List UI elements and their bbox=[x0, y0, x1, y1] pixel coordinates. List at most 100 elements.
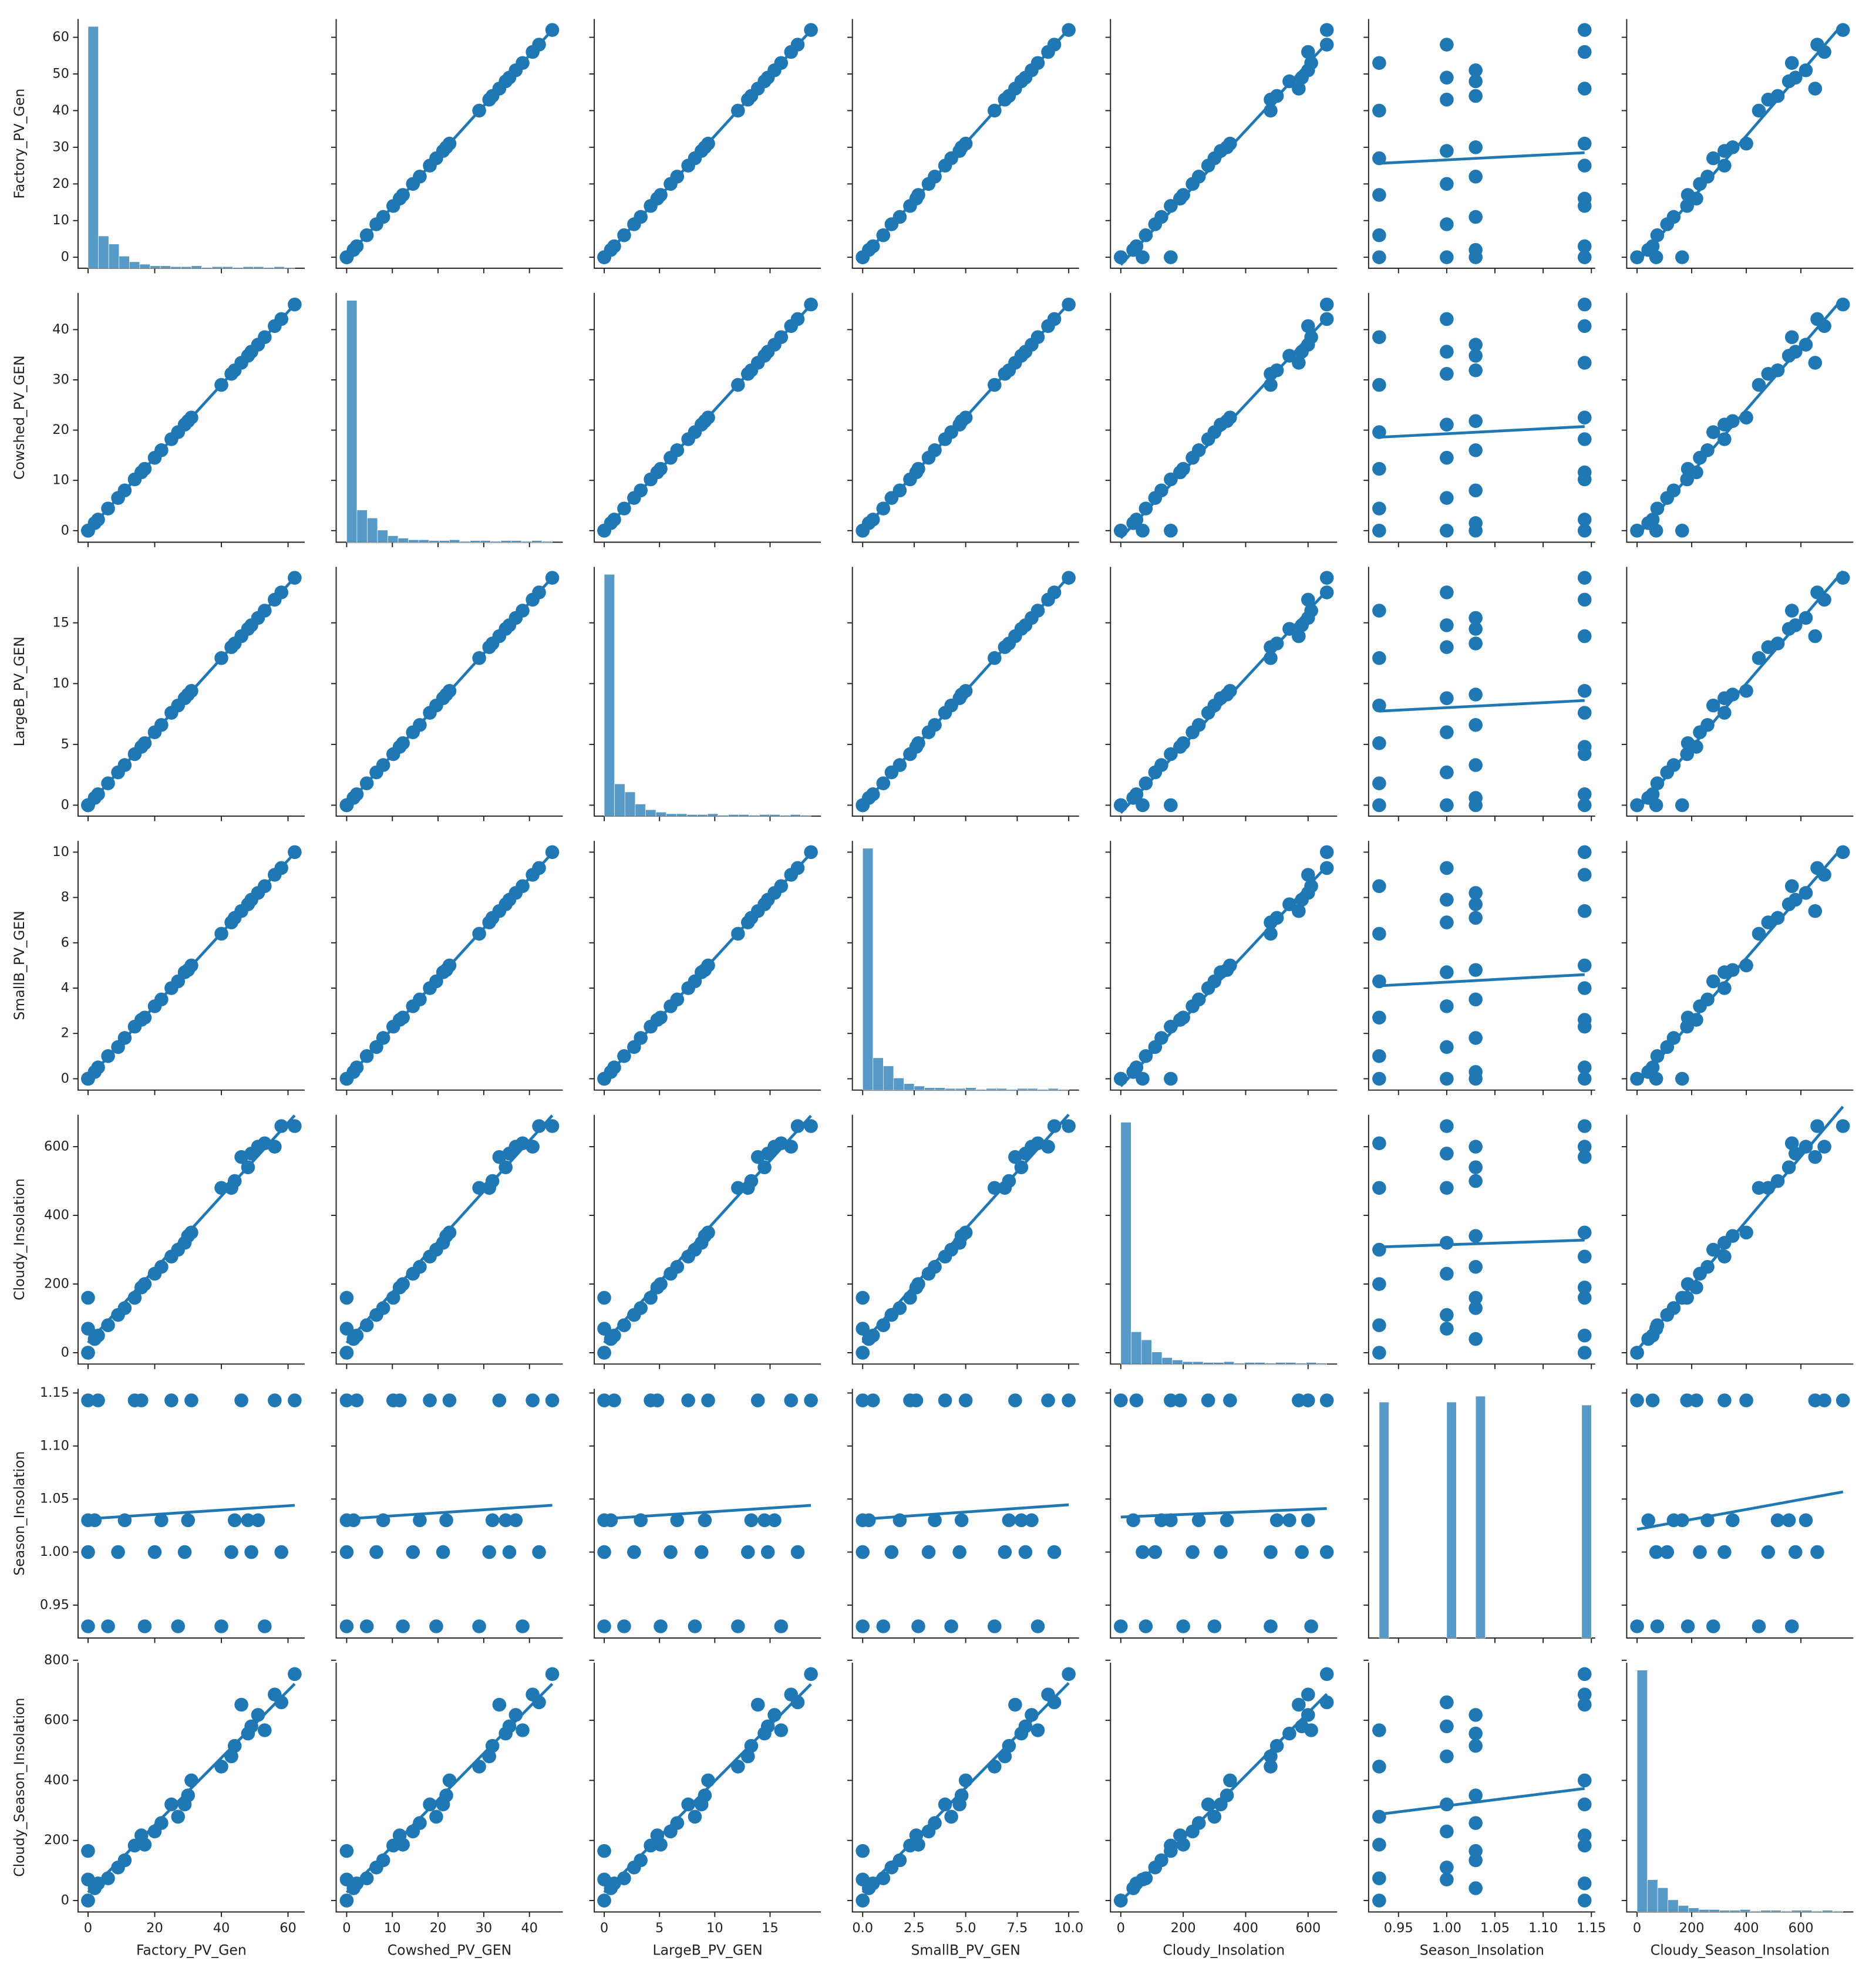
scatter-point bbox=[1372, 879, 1386, 894]
scatter-point bbox=[1798, 338, 1813, 352]
scatter-point bbox=[1440, 1071, 1454, 1086]
y-tick-label: 200 bbox=[44, 1276, 69, 1292]
regression-line bbox=[1120, 865, 1328, 1087]
scatter-point bbox=[1784, 1619, 1799, 1633]
histogram-bar bbox=[1636, 1670, 1648, 1912]
scatter-point bbox=[1689, 740, 1703, 754]
scatter-point bbox=[1469, 1229, 1483, 1243]
axis-spine bbox=[594, 1389, 821, 1639]
y-tick-label: 1.10 bbox=[40, 1438, 69, 1453]
scatter-point bbox=[681, 1393, 695, 1407]
histogram-bar bbox=[1193, 1361, 1204, 1364]
y-tick-label: 20 bbox=[52, 422, 69, 437]
scatter-point bbox=[998, 1545, 1012, 1559]
regression-line bbox=[1636, 22, 1844, 264]
histogram-bar bbox=[346, 300, 358, 542]
scatter-point bbox=[472, 1619, 486, 1633]
histogram-bar bbox=[1811, 1910, 1823, 1912]
scatter-point bbox=[876, 1619, 891, 1633]
scatter-point bbox=[1440, 765, 1454, 780]
histogram-bar bbox=[181, 266, 192, 269]
histogram-bar bbox=[1581, 1404, 1592, 1639]
regression-line bbox=[1379, 699, 1585, 713]
scatter-point bbox=[681, 1797, 695, 1812]
regression-line bbox=[87, 576, 296, 807]
regression-line bbox=[861, 302, 1070, 532]
histogram-bar bbox=[1203, 1362, 1214, 1364]
x-tick-label: 200 bbox=[1171, 1920, 1196, 1936]
scatter-point bbox=[884, 1545, 899, 1559]
scatter-point bbox=[1469, 63, 1483, 77]
scatter-point bbox=[1440, 965, 1454, 979]
scatter-point bbox=[1173, 191, 1187, 206]
scatter-point bbox=[1700, 717, 1715, 732]
histogram-bar bbox=[388, 535, 399, 542]
axis-spine bbox=[594, 841, 821, 1091]
axis-spine bbox=[1626, 841, 1854, 1091]
y-tick-label: 10 bbox=[52, 213, 69, 228]
x-tick-label: 400 bbox=[1734, 1920, 1759, 1936]
scatter-point bbox=[1440, 92, 1454, 107]
scatter-point bbox=[1784, 330, 1799, 345]
scatter-point bbox=[1577, 410, 1592, 424]
scatter-point bbox=[1770, 1513, 1785, 1528]
scatter-point bbox=[1469, 1853, 1483, 1868]
histogram-bar bbox=[1688, 1908, 1699, 1912]
scatter-point bbox=[339, 1844, 354, 1858]
scatter-point bbox=[268, 1393, 282, 1407]
regression-line bbox=[1379, 1787, 1585, 1816]
scatter-point bbox=[757, 1726, 772, 1741]
scatter-point bbox=[958, 1393, 973, 1407]
scatter-point bbox=[1154, 758, 1168, 772]
scatter-point bbox=[1292, 82, 1306, 96]
x-tick-label: 0 bbox=[600, 1920, 608, 1936]
scatter-point bbox=[532, 1545, 546, 1559]
scatter-point bbox=[1139, 1619, 1153, 1633]
scatter-point bbox=[1372, 330, 1386, 345]
axis-spine bbox=[335, 1114, 563, 1365]
scatter-point bbox=[597, 1346, 611, 1360]
scatter-point bbox=[1114, 798, 1128, 813]
scatter-point bbox=[241, 1726, 255, 1741]
scatter-point bbox=[413, 1816, 427, 1830]
scatter-point bbox=[1469, 170, 1483, 184]
scatter-point bbox=[1650, 228, 1665, 242]
scatter-point bbox=[909, 1281, 924, 1295]
scatter-point bbox=[1295, 1545, 1309, 1559]
histogram-bar bbox=[398, 538, 409, 542]
scatter-point bbox=[1577, 1060, 1592, 1074]
axis-spine bbox=[1110, 292, 1338, 543]
scatter-point bbox=[1770, 1174, 1785, 1188]
scatter-point bbox=[1440, 725, 1454, 739]
scatter-point bbox=[1440, 1266, 1454, 1281]
scatter-point bbox=[1440, 798, 1454, 813]
scatter-point bbox=[1469, 1332, 1483, 1346]
scatter-point bbox=[856, 1346, 870, 1360]
scatter-point bbox=[274, 1119, 288, 1133]
scatter-point bbox=[1717, 432, 1732, 446]
scatter-point bbox=[988, 1619, 1002, 1633]
scatter-point bbox=[274, 1545, 288, 1559]
scatter-point bbox=[1304, 1619, 1318, 1633]
scatter-point bbox=[790, 1545, 805, 1559]
scatter-point bbox=[597, 1893, 611, 1908]
scatter-point bbox=[1577, 432, 1592, 446]
scatter-point bbox=[1062, 1667, 1076, 1682]
scatter-point bbox=[1136, 250, 1150, 264]
scatter-point bbox=[731, 1760, 745, 1774]
scatter-point bbox=[1440, 1719, 1454, 1734]
scatter-point bbox=[1469, 911, 1483, 925]
histogram-bar bbox=[243, 266, 254, 269]
scatter-point bbox=[1469, 349, 1483, 363]
histogram-bar bbox=[139, 264, 150, 269]
scatter-point bbox=[392, 1281, 407, 1295]
histogram-bar bbox=[459, 541, 470, 542]
histogram-bar bbox=[439, 540, 450, 542]
histogram-bar bbox=[614, 783, 625, 817]
scatter-point bbox=[1191, 1513, 1206, 1528]
scatter-point bbox=[1114, 524, 1128, 538]
histogram-bar bbox=[1038, 1089, 1049, 1091]
scatter-point bbox=[856, 1393, 870, 1407]
regression-line bbox=[87, 1504, 295, 1521]
axis-spine bbox=[851, 292, 1079, 543]
